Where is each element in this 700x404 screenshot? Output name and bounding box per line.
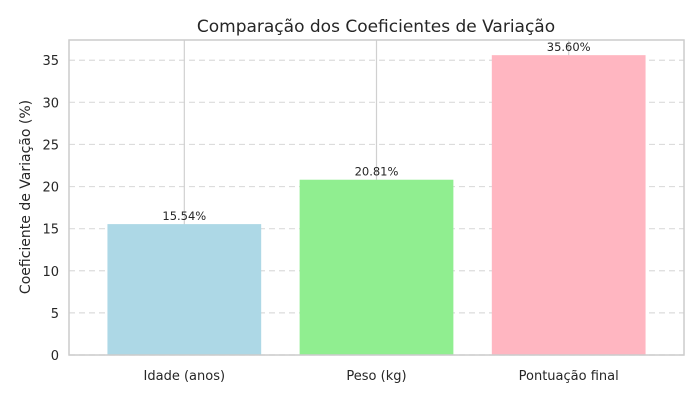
chart-title: Comparação dos Coeficientes de Variação (197, 17, 555, 37)
y-tick-label: 15 (42, 223, 59, 238)
bars-layer (107, 55, 646, 355)
y-axis-label: Coeficiente de Variação (%) (18, 100, 34, 294)
bar-value-label: 15.54% (162, 209, 206, 223)
y-tick-label: 35 (42, 54, 59, 69)
x-tick-label: Idade (anos) (144, 369, 226, 384)
x-tick-label: Pontuação final (519, 369, 619, 384)
y-tick-label: 20 (42, 181, 59, 196)
plot-frame (68, 39, 685, 356)
y-tick-label: 30 (42, 96, 59, 111)
bar-2 (299, 179, 454, 355)
labels-layer: 0 5 10 15 20 25 30 35 Idade (anos) Peso (kg) Pontu… (42, 40, 618, 384)
y-tick-label: 10 (42, 265, 59, 280)
bar-value-label: 20.81% (355, 165, 399, 179)
bar-1 (107, 224, 262, 355)
axes-layer (68, 39, 685, 356)
y-tick-label: 0 (51, 349, 59, 364)
y-tick-label: 25 (42, 138, 59, 153)
x-tick-label: Peso (kg) (346, 369, 406, 384)
y-tick-label: 5 (51, 307, 59, 322)
bar-value-label: 35.60% (547, 40, 591, 54)
bar-3 (491, 55, 646, 355)
